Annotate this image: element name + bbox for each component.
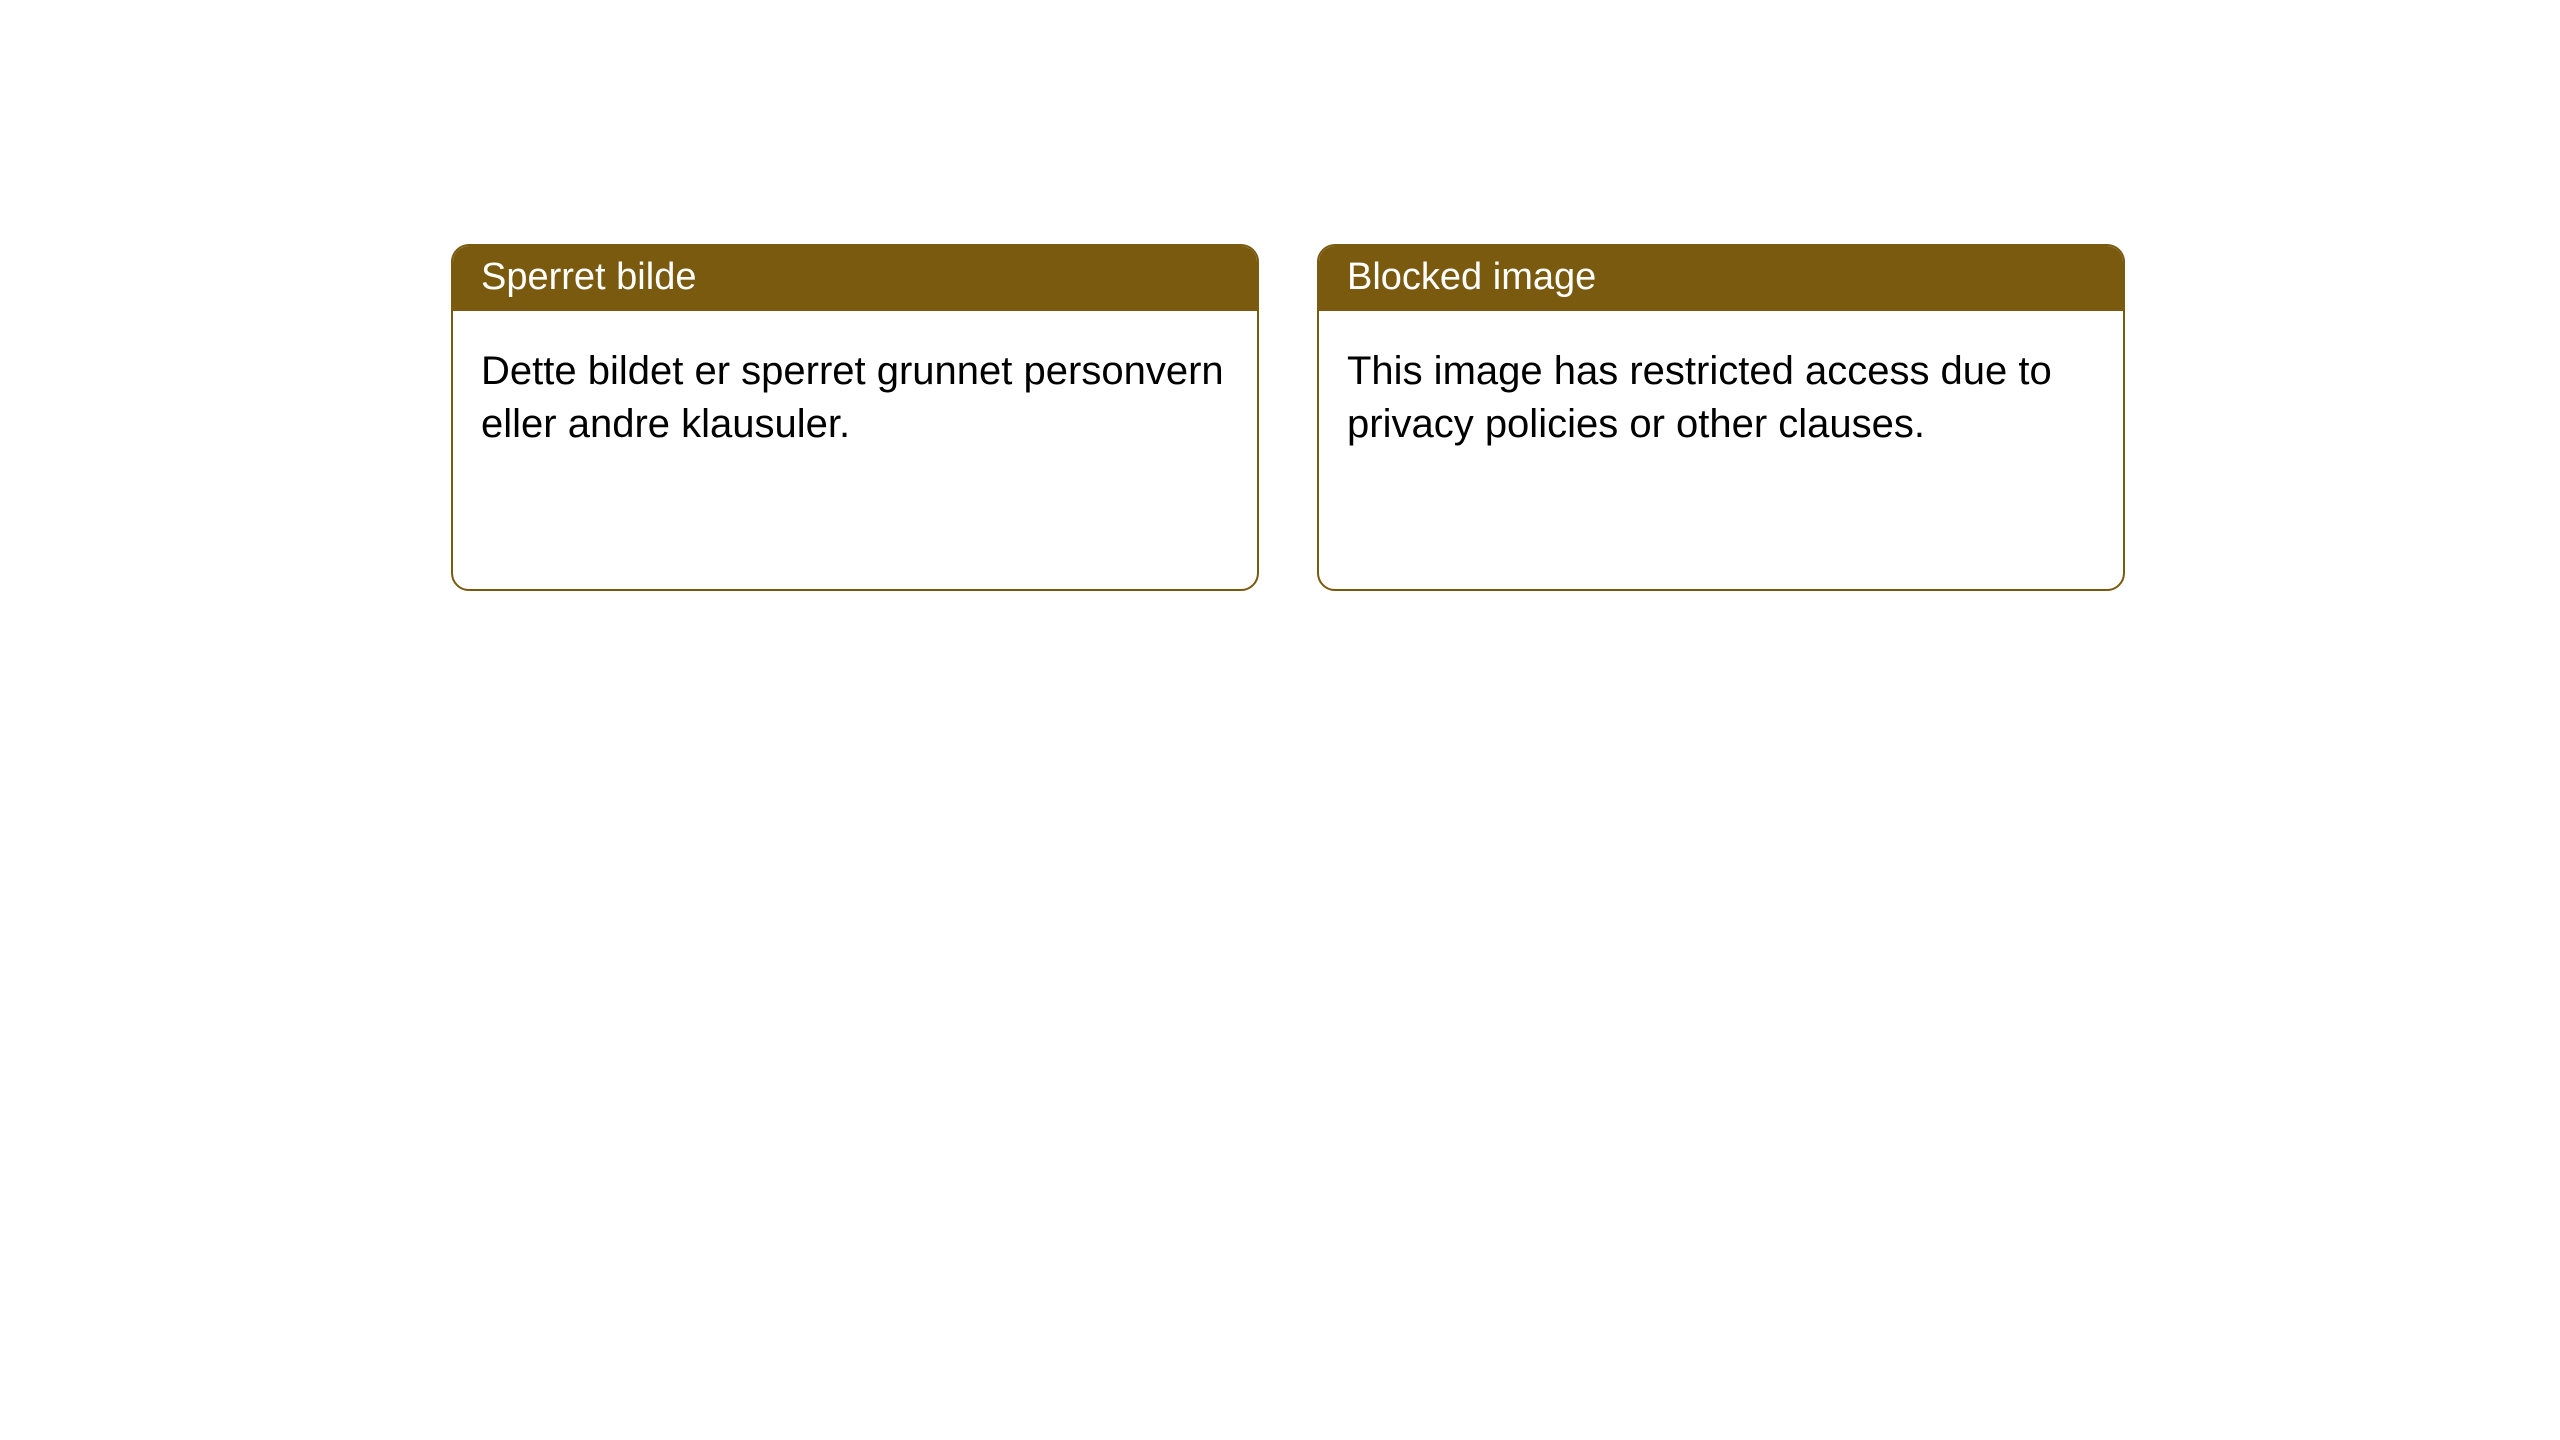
- notice-body-english: This image has restricted access due to …: [1319, 311, 2123, 589]
- notice-container: Sperret bilde Dette bildet er sperret gr…: [0, 0, 2560, 591]
- notice-card-english: Blocked image This image has restricted …: [1317, 244, 2125, 591]
- notice-card-norwegian: Sperret bilde Dette bildet er sperret gr…: [451, 244, 1259, 591]
- notice-title-norwegian: Sperret bilde: [453, 246, 1257, 311]
- notice-body-norwegian: Dette bildet er sperret grunnet personve…: [453, 311, 1257, 589]
- notice-title-english: Blocked image: [1319, 246, 2123, 311]
